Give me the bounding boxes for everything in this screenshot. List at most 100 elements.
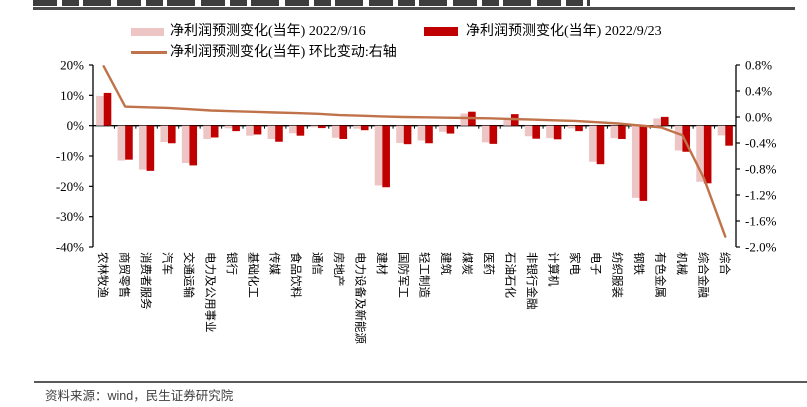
bar — [103, 92, 112, 126]
legend-label-line: 净利润预测变化(当年) 环比变动:右轴 — [170, 45, 397, 60]
bar — [639, 125, 648, 201]
chart-canvas: 20% 10% 0% -10% -20% -30% -40% 0.8% 0.4% 0.0% -0.4… — [56, 60, 777, 344]
category-label: 医药 — [482, 252, 495, 275]
left-axis: 20% 10% 0% -10% -20% -30% -40% — [56, 60, 94, 255]
bar — [189, 125, 198, 166]
bar-series-1 — [103, 92, 733, 201]
left-axis-tick-label: 0% — [67, 118, 85, 133]
bar — [717, 125, 726, 136]
category-label: 交通运输 — [182, 252, 196, 298]
cropped-title-remnant — [33, 0, 590, 6]
bar — [696, 125, 704, 182]
category-label: 食品饮料 — [289, 252, 303, 298]
bar — [575, 125, 583, 132]
right-axis-tick-label: 0.4% — [745, 84, 772, 99]
right-axis-tick-label: -0.4% — [745, 136, 777, 151]
legend-swatch-bar-prev — [131, 28, 164, 36]
category-label: 钢铁 — [632, 252, 645, 275]
footer-source-text: 资料来源：wind，民生证券研究院 — [45, 389, 234, 403]
category-label: 基础化工 — [246, 252, 260, 298]
category-label: 纺织服装 — [611, 252, 625, 298]
category-label: 计算机 — [546, 252, 560, 287]
left-axis-tick-label: 20% — [60, 60, 84, 73]
bar — [203, 125, 211, 140]
category-label: 通信 — [311, 252, 324, 275]
category-label: 有色金属 — [653, 252, 667, 298]
bar — [567, 125, 576, 129]
bar — [653, 118, 661, 126]
bar — [339, 125, 348, 140]
bar — [489, 125, 498, 144]
bar — [296, 125, 305, 136]
bar — [246, 125, 254, 136]
bar — [310, 125, 319, 128]
bar — [631, 125, 640, 198]
bar — [396, 125, 404, 143]
bar — [210, 125, 219, 138]
bar — [125, 125, 133, 160]
right-axis-tick-label: -1.6% — [745, 214, 777, 229]
footer-divider — [34, 381, 807, 383]
right-axis: 0.8% 0.4% 0.0% -0.4% -0.8% -1.2% -1.6% -2.0% — [735, 60, 777, 255]
bar — [546, 125, 554, 139]
legend-swatch-line — [131, 51, 167, 54]
bar — [674, 125, 683, 151]
line-series — [102, 65, 727, 238]
bar — [382, 125, 390, 188]
bar — [524, 125, 533, 137]
bar — [439, 125, 447, 132]
category-label: 轻工制造 — [418, 252, 432, 298]
category-label: 农林牧渔 — [96, 252, 110, 298]
category-label: 综合金融 — [696, 252, 710, 298]
legend-swatch-bar-curr — [424, 27, 458, 36]
right-axis-tick-label: -2.0% — [745, 240, 777, 255]
bar — [224, 125, 233, 129]
category-label: 房地产 — [332, 252, 346, 287]
bar — [403, 125, 412, 145]
bar — [532, 125, 540, 139]
right-axis-tick-label: -1.2% — [745, 188, 777, 203]
bar — [660, 116, 669, 126]
bar — [374, 125, 383, 186]
bar — [610, 125, 619, 139]
right-axis-tick-label: 0.0% — [745, 110, 772, 125]
category-label: 建筑 — [439, 252, 453, 275]
bar — [253, 125, 262, 135]
bar — [117, 125, 126, 161]
bar — [703, 125, 712, 184]
bar — [553, 125, 562, 140]
bar — [168, 125, 176, 144]
bar — [682, 125, 691, 152]
category-label: 电力设备及新能源 — [353, 252, 367, 344]
bar — [360, 125, 369, 131]
category-label: 电子 — [589, 252, 602, 275]
bar — [181, 125, 190, 163]
bar — [318, 125, 326, 129]
category-label: 电力及公用事业 — [203, 252, 216, 333]
legend-label-bar-curr: 净利润预测变化(当年) 2022/9/23 — [466, 24, 662, 39]
bar — [138, 125, 147, 170]
bar — [589, 125, 597, 162]
bar — [481, 125, 490, 143]
category-label: 商贸零售 — [118, 252, 132, 298]
category-label: 石油石化 — [503, 252, 517, 298]
bar — [460, 113, 469, 126]
category-label: 传媒 — [268, 252, 282, 275]
category-labels: 农林牧渔 商贸零售 消费者服务 汽车 交通运输 电力及公用事业 银行 基础化工 传媒 食品饮料 通信… — [96, 252, 732, 344]
category-label: 煤炭 — [461, 252, 474, 275]
right-axis-tick-label: -0.8% — [745, 162, 777, 177]
category-label: 银行 — [225, 252, 239, 275]
category-label: 机械 — [675, 252, 689, 275]
bar — [96, 95, 104, 126]
left-axis-tick-label: 10% — [60, 88, 84, 103]
chart-legend: 净利润预测变化(当年) 2022/9/16 净利润预测变化(当年) 2022/9… — [0, 20, 807, 60]
bar — [331, 125, 340, 138]
bar — [725, 125, 733, 146]
bar — [425, 125, 433, 144]
bar-series-0 — [96, 95, 726, 198]
left-axis-tick-label: -10% — [56, 149, 84, 164]
bar — [353, 125, 361, 129]
left-axis-tick-label: -30% — [56, 209, 84, 224]
title-underline — [33, 7, 795, 10]
category-label: 非银行金融 — [525, 252, 539, 310]
